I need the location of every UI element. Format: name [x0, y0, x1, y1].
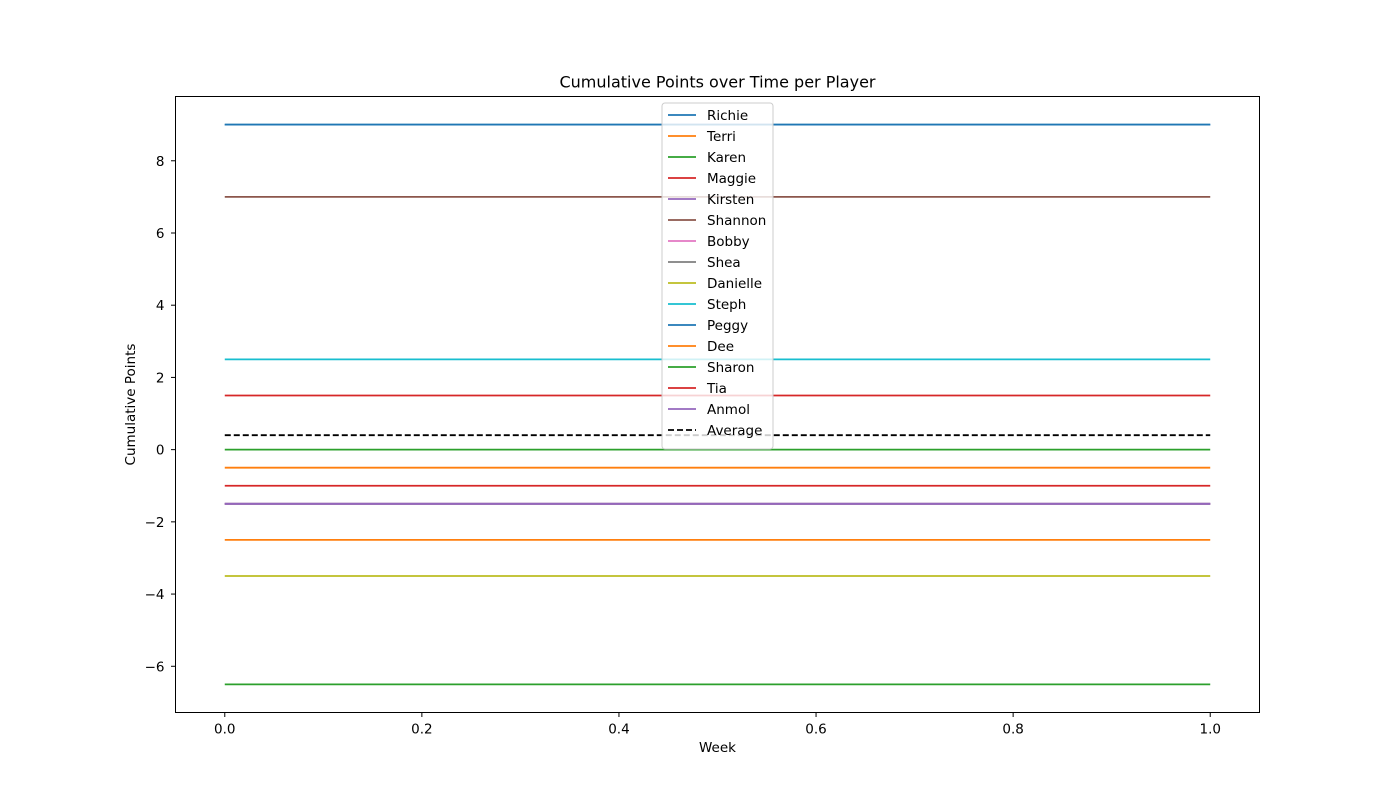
y-tick-label: 0: [156, 443, 165, 459]
chart-title: Cumulative Points over Time per Player: [559, 73, 875, 92]
y-axis-label: Cumulative Points: [123, 344, 139, 466]
x-axis-ticks: 0.0 0.2 0.4 0.6 0.8 1.0: [214, 712, 1221, 738]
y-tick-label: −2: [145, 515, 165, 531]
legend-label: Kirsten: [707, 192, 754, 208]
x-tick-label: 0.2: [411, 722, 432, 738]
y-tick-label: 6: [156, 226, 165, 242]
legend-label: Sharon: [707, 360, 754, 376]
legend-box: [661, 102, 774, 450]
legend-label: Peggy: [707, 318, 748, 334]
legend-label: Richie: [707, 108, 748, 124]
y-tick-label: 4: [156, 298, 165, 314]
legend-label: Shea: [707, 255, 741, 271]
x-tick-label: 0.6: [805, 722, 826, 738]
y-tick-label: 2: [156, 370, 165, 386]
legend-label: Karen: [707, 150, 746, 166]
x-axis-label: Week: [699, 740, 736, 756]
legend-label: Average: [707, 423, 762, 439]
legend-label: Bobby: [707, 234, 750, 250]
legend-label: Maggie: [707, 171, 756, 187]
x-tick-label: 0.4: [608, 722, 629, 738]
y-tick-label: 8: [156, 154, 165, 170]
legend-label: Danielle: [707, 276, 762, 292]
legend-label: Tia: [706, 381, 727, 397]
y-axis-ticks: −6 −4 −2 0 2 4 6 8: [145, 154, 176, 675]
x-tick-label: 0.0: [214, 722, 235, 738]
legend: Richie Terri Karen Maggie Kirsten Shannon Bobb…: [661, 102, 774, 450]
y-tick-label: −4: [145, 587, 165, 603]
x-tick-label: 1.0: [1199, 722, 1220, 738]
y-tick-label: −6: [145, 659, 165, 675]
legend-label: Shannon: [707, 213, 766, 229]
legend-label: Terri: [706, 129, 736, 145]
axes-frame: [175, 96, 1260, 713]
legend-label: Anmol: [707, 402, 750, 418]
legend-label: Steph: [707, 297, 746, 313]
x-tick-label: 0.8: [1002, 722, 1023, 738]
legend-label: Dee: [707, 339, 734, 355]
